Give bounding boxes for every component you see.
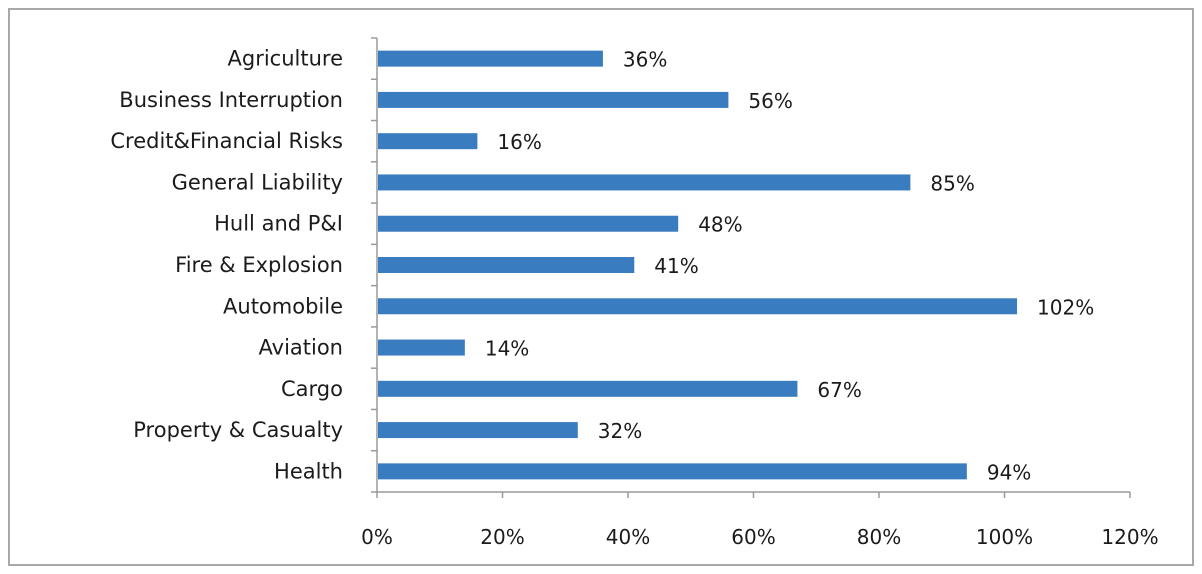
bar [378, 91, 729, 108]
category-label: Aviation [259, 336, 344, 360]
labels: 0% 20% 40% 60% 80% 100% 120% Agriculture 36% Busi… [110, 47, 1158, 549]
bar [378, 298, 1018, 315]
bar [378, 133, 478, 150]
x-tick-label: 40% [606, 525, 650, 549]
category-label: Business Interruption [119, 88, 343, 112]
bar [378, 50, 603, 67]
category-label: Hull and P&I [214, 212, 343, 236]
data-label: 56% [748, 89, 792, 113]
data-label: 36% [623, 48, 667, 72]
category-label: Fire & Explosion [175, 253, 343, 277]
data-label: 85% [930, 171, 974, 195]
x-tick-label: 0% [361, 525, 393, 549]
x-tick-label: 80% [857, 525, 901, 549]
data-label: 14% [485, 337, 529, 361]
data-label: 94% [987, 460, 1031, 484]
category-label: Property & Casualty [133, 418, 343, 442]
data-label: 48% [698, 213, 742, 237]
data-label: 67% [817, 378, 861, 402]
bar [378, 174, 911, 191]
data-label: 102% [1037, 295, 1094, 319]
category-label: Credit&Financial Risks [110, 129, 343, 153]
x-tick-label: 100% [976, 525, 1033, 549]
category-label: General Liability [172, 170, 343, 194]
x-tick-label: 60% [731, 525, 775, 549]
category-label: Agriculture [228, 47, 344, 71]
axes [371, 37, 1131, 498]
bar [378, 215, 679, 232]
x-tick-label: 20% [480, 525, 524, 549]
data-label: 41% [654, 254, 698, 278]
bar [378, 257, 635, 273]
category-label: Health [274, 459, 343, 483]
bars [378, 50, 1018, 480]
data-label: 16% [497, 130, 541, 154]
bar [378, 339, 465, 356]
bar [378, 422, 578, 439]
bar [378, 463, 967, 480]
bar [378, 380, 798, 397]
category-label: Automobile [223, 294, 343, 318]
data-label: 32% [598, 419, 642, 443]
x-tick-label: 120% [1101, 525, 1158, 549]
category-label: Cargo [281, 377, 343, 401]
